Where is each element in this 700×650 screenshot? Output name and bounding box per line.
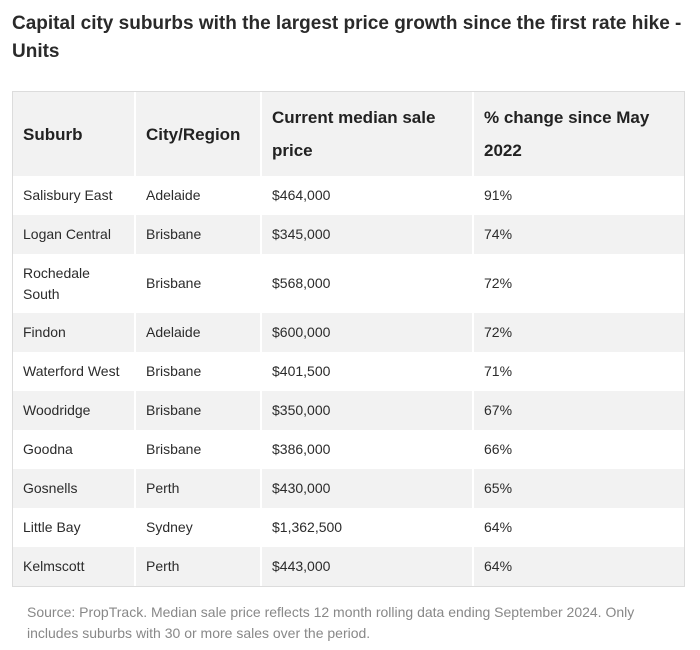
suburb-price-growth-table: Suburb City/Region Current median sale p… xyxy=(13,92,684,586)
column-header-city-region: City/Region xyxy=(135,92,262,176)
cell-median-price: $386,000 xyxy=(261,430,474,469)
table-row: Gosnells Perth $430,000 65% xyxy=(13,469,684,508)
cell-city-region: Brisbane xyxy=(135,391,262,430)
table-row: Little Bay Sydney $1,362,500 64% xyxy=(13,508,684,547)
cell-city-region: Sydney xyxy=(135,508,262,547)
cell-median-price: $1,362,500 xyxy=(261,508,474,547)
column-header-median-price: Current median sale price xyxy=(261,92,474,176)
cell-suburb: Logan Central xyxy=(13,215,136,254)
cell-median-price: $401,500 xyxy=(261,352,474,391)
table-row: Findon Adelaide $600,000 72% xyxy=(13,313,684,352)
cell-city-region: Adelaide xyxy=(135,176,262,215)
cell-suburb: Kelmscott xyxy=(13,547,136,586)
cell-suburb: Goodna xyxy=(13,430,136,469)
cell-suburb: Gosnells xyxy=(13,469,136,508)
cell-median-price: $464,000 xyxy=(261,176,474,215)
cell-median-price: $568,000 xyxy=(261,254,474,313)
cell-median-price: $430,000 xyxy=(261,469,474,508)
table-row: Woodridge Brisbane $350,000 67% xyxy=(13,391,684,430)
cell-median-price: $350,000 xyxy=(261,391,474,430)
cell-median-price: $443,000 xyxy=(261,547,474,586)
column-header-suburb: Suburb xyxy=(13,92,136,176)
cell-suburb: Rochedale South xyxy=(13,254,136,313)
table-body: Salisbury East Adelaide $464,000 91% Logan C… xyxy=(13,176,684,586)
cell-city-region: Perth xyxy=(135,469,262,508)
table-row: Waterford West Brisbane $401,500 71% xyxy=(13,352,684,391)
cell-suburb: Salisbury East xyxy=(13,176,136,215)
cell-city-region: Adelaide xyxy=(135,313,262,352)
cell-median-price: $600,000 xyxy=(261,313,474,352)
cell-percent-change: 71% xyxy=(484,363,513,379)
cell-city-region: Perth xyxy=(135,547,262,586)
cell-city-region: Brisbane xyxy=(135,430,262,469)
source-note: Source: PropTrack. Median sale price ref… xyxy=(27,604,635,641)
cell-suburb: Findon xyxy=(13,313,136,352)
cell-percent-change: 91% xyxy=(484,187,513,203)
table-row: Logan Central Brisbane $345,000 74% xyxy=(13,215,684,254)
cell-percent-change: 74% xyxy=(484,226,513,242)
data-table-container: Suburb City/Region Current median sale p… xyxy=(12,91,685,587)
cell-percent-change: 67% xyxy=(484,402,513,418)
table-row: Goodna Brisbane $386,000 66% xyxy=(13,430,684,469)
cell-suburb: Woodridge xyxy=(13,391,136,430)
table-row: Rochedale South Brisbane $568,000 72% xyxy=(13,254,684,313)
table-row: Kelmscott Perth $443,000 64% xyxy=(13,547,684,586)
cell-city-region: Brisbane xyxy=(135,215,262,254)
table-row: Salisbury East Adelaide $464,000 91% xyxy=(13,176,684,215)
page-title: Capital city suburbs with the largest pr… xyxy=(12,13,682,62)
cell-percent-change: 64% xyxy=(484,519,513,535)
cell-percent-change: 65% xyxy=(484,480,513,496)
cell-percent-change: 64% xyxy=(484,558,513,574)
cell-percent-change: 66% xyxy=(484,441,513,457)
cell-city-region: Brisbane xyxy=(135,254,262,313)
cell-city-region: Brisbane xyxy=(135,352,262,391)
cell-percent-change: 72% xyxy=(484,324,513,340)
cell-suburb: Little Bay xyxy=(13,508,136,547)
table-header-row: Suburb City/Region Current median sale p… xyxy=(13,92,684,176)
column-header-percent-change: % change since May 2022 xyxy=(484,108,650,160)
cell-suburb: Waterford West xyxy=(13,352,136,391)
cell-percent-change: 72% xyxy=(484,275,513,291)
cell-median-price: $345,000 xyxy=(261,215,474,254)
